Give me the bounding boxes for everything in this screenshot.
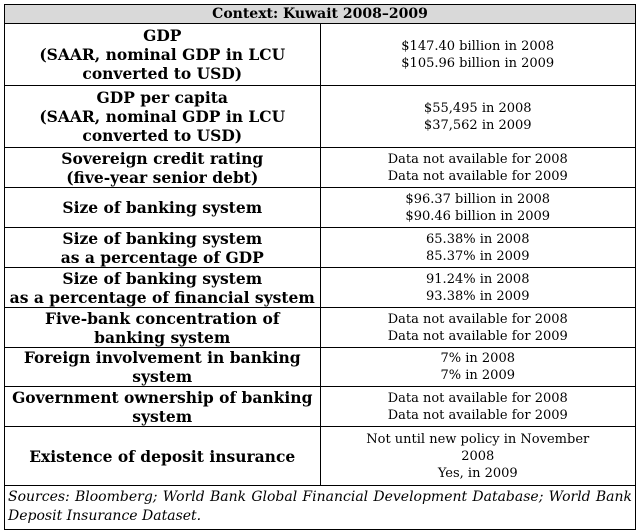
row-label: Size of banking system: [4, 187, 321, 228]
context-header-row: Context: Kuwait 2008–2009: [4, 4, 636, 24]
row-label: GDP per capita (SAAR, nominal GDP in LCU c…: [4, 85, 321, 148]
table-row: Government ownership of banking system Da…: [4, 386, 636, 427]
row-value: 91.24% in 2008 93.38% in 2009: [319, 267, 636, 308]
row-value-line: $55,495 in 2008: [423, 100, 532, 116]
row-label-line: Foreign involvement in banking system: [23, 348, 301, 386]
row-label: Foreign involvement in banking system: [4, 347, 321, 387]
row-label-line: as a percentage of financial system: [9, 287, 315, 307]
row-label-line: (SAAR, nominal GDP in LCU: [39, 107, 286, 126]
row-label-line: Size of banking system: [62, 268, 263, 288]
row-value-line: $90.46 billion in 2009: [405, 208, 551, 224]
row-label-line: (five-year senior debt): [66, 167, 259, 187]
row-value: $96.37 billion in 2008 $90.46 billion in …: [319, 187, 636, 228]
row-label-line: Existence of deposit insurance: [29, 446, 296, 466]
row-value: $147.40 billion in 2008 $105.96 billion i…: [319, 23, 636, 86]
row-label-line: GDP per capita: [96, 88, 228, 107]
table-row: Size of banking system as a percentage of…: [4, 227, 636, 268]
kuwait-context-table-container: Context: Kuwait 2008–2009 GDP (SAAR, nomi…: [4, 4, 636, 530]
row-value-line: 7% in 2008: [440, 351, 515, 366]
row-value-line: $147.40 billion in 2008: [401, 38, 555, 54]
row-label-line: Five-bank concentration of banking syste…: [44, 308, 280, 347]
row-value-line: Data not available for 2008: [387, 311, 568, 327]
row-label-line: Sovereign credit rating: [61, 148, 264, 168]
row-label-line: converted to USD): [82, 64, 243, 83]
row-value-line: 91.24% in 2008: [426, 271, 530, 287]
row-label-line: Size of banking system: [62, 198, 263, 217]
row-value: Data not available for 2008 Data not avai…: [319, 147, 636, 188]
table-row: GDP per capita (SAAR, nominal GDP in LCU c…: [4, 85, 636, 148]
row-value-line: $105.96 billion in 2009: [401, 55, 555, 71]
row-value-line: Data not available for 2008: [387, 151, 568, 167]
table-row: Size of banking system as a percentage of…: [4, 267, 636, 308]
row-value-line: Not until new policy in November: [366, 431, 590, 447]
row-label: Size of banking system as a percentage of…: [4, 267, 321, 308]
kuwait-context-table: Context: Kuwait 2008–2009 GDP (SAAR, nomi…: [4, 4, 636, 530]
row-value: 7% in 2008 7% in 2009: [319, 347, 636, 387]
row-value: $55,495 in 2008 $37,562 in 2009: [319, 85, 636, 148]
row-value: 65.38% in 2008 85.37% in 2009: [319, 227, 636, 268]
row-label: Size of banking system as a percentage of…: [4, 227, 321, 268]
row-value: Data not available for 2008 Data not avai…: [319, 307, 636, 348]
row-label-line: GDP: [143, 26, 182, 45]
row-label-line: (SAAR, nominal GDP in LCU: [39, 45, 286, 64]
table-row: Sovereign credit rating (five-year senior…: [4, 147, 636, 188]
row-value-line: Data not available for 2009: [387, 168, 568, 184]
context-header: Context: Kuwait 2008–2009: [4, 4, 636, 24]
row-value-line: 85.37% in 2009: [426, 248, 530, 264]
row-value-line: Data not available for 2009: [387, 328, 568, 344]
row-value-line: 65.38% in 2008: [426, 231, 530, 247]
row-label-line: Size of banking system: [62, 228, 263, 248]
row-label: GDP (SAAR, nominal GDP in LCU converted to…: [4, 23, 321, 86]
row-label-line: Government ownership of banking system: [12, 387, 313, 426]
row-label: Sovereign credit rating (five-year senior…: [4, 147, 321, 188]
row-value: Not until new policy in November 2008 Yes,…: [319, 426, 636, 486]
row-value-line: Yes, in 2009: [437, 465, 518, 481]
table-row: Size of banking system $96.37 billion in …: [4, 187, 636, 228]
row-value-line: Data not available for 2008: [387, 390, 568, 406]
row-value-line: 2008: [461, 448, 495, 464]
row-label: Government ownership of banking system: [4, 386, 321, 427]
row-value-line: $37,562 in 2009: [423, 117, 532, 133]
sources-note: Sources: Bloomberg; World Bank Global Fi…: [4, 485, 636, 530]
table-row: GDP (SAAR, nominal GDP in LCU converted to…: [4, 23, 636, 86]
sources-row: Sources: Bloomberg; World Bank Global Fi…: [4, 485, 636, 530]
row-label-line: converted to USD): [82, 126, 243, 145]
table-row: Five-bank concentration of banking syste…: [4, 307, 636, 348]
row-value-line: Data not available for 2009: [387, 407, 568, 423]
row-value-line: 93.38% in 2009: [426, 288, 530, 304]
row-label: Existence of deposit insurance: [4, 426, 321, 486]
table-row: Foreign involvement in banking system 7% …: [4, 347, 636, 387]
row-label: Five-bank concentration of banking syste…: [4, 307, 321, 348]
row-value: Data not available for 2008 Data not avai…: [319, 386, 636, 427]
row-value-line: 7% in 2009: [440, 368, 515, 383]
table-row: Existence of deposit insurance Not until …: [4, 426, 636, 486]
row-value-line: $96.37 billion in 2008: [405, 191, 551, 207]
row-label-line: as a percentage of GDP: [60, 247, 264, 267]
